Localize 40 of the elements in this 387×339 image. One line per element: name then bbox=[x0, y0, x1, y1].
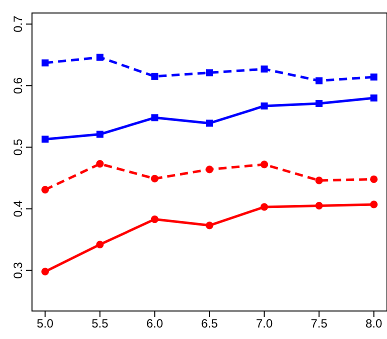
point bbox=[96, 240, 104, 248]
y-tick-label: 0.7 bbox=[11, 15, 25, 32]
x-tick-label: 6.5 bbox=[201, 316, 218, 331]
point bbox=[206, 69, 213, 76]
point bbox=[260, 160, 268, 168]
point bbox=[206, 222, 214, 230]
y-tick-label: 0.4 bbox=[11, 200, 25, 218]
point bbox=[150, 215, 159, 224]
point bbox=[206, 120, 213, 127]
point bbox=[370, 200, 378, 208]
point bbox=[96, 160, 104, 168]
point bbox=[370, 94, 378, 102]
point bbox=[96, 54, 104, 61]
point bbox=[151, 72, 158, 80]
x-tick-label: 7.5 bbox=[310, 316, 328, 331]
x-tick-label: 5.5 bbox=[92, 316, 109, 331]
point bbox=[370, 74, 378, 81]
point bbox=[260, 102, 268, 110]
point bbox=[42, 136, 49, 143]
point bbox=[260, 203, 268, 211]
y-tick-label: 0.6 bbox=[11, 76, 25, 94]
point bbox=[316, 77, 323, 84]
point bbox=[41, 186, 49, 194]
point bbox=[41, 268, 49, 276]
point bbox=[150, 174, 159, 182]
point bbox=[42, 59, 49, 66]
point bbox=[315, 176, 323, 184]
y-tick-label: 0.3 bbox=[11, 262, 25, 279]
x-tick-label: 6.0 bbox=[146, 316, 164, 331]
y-tick-label: 0.5 bbox=[11, 138, 25, 156]
point bbox=[206, 166, 214, 174]
x-tick-label: 8.0 bbox=[366, 316, 383, 331]
point bbox=[96, 130, 104, 138]
point bbox=[260, 66, 268, 73]
point bbox=[151, 114, 158, 122]
point bbox=[315, 202, 323, 210]
point bbox=[316, 100, 323, 108]
point bbox=[370, 175, 378, 184]
x-tick-label: 7.0 bbox=[256, 316, 273, 331]
x-tick-label: 5.0 bbox=[36, 316, 54, 331]
